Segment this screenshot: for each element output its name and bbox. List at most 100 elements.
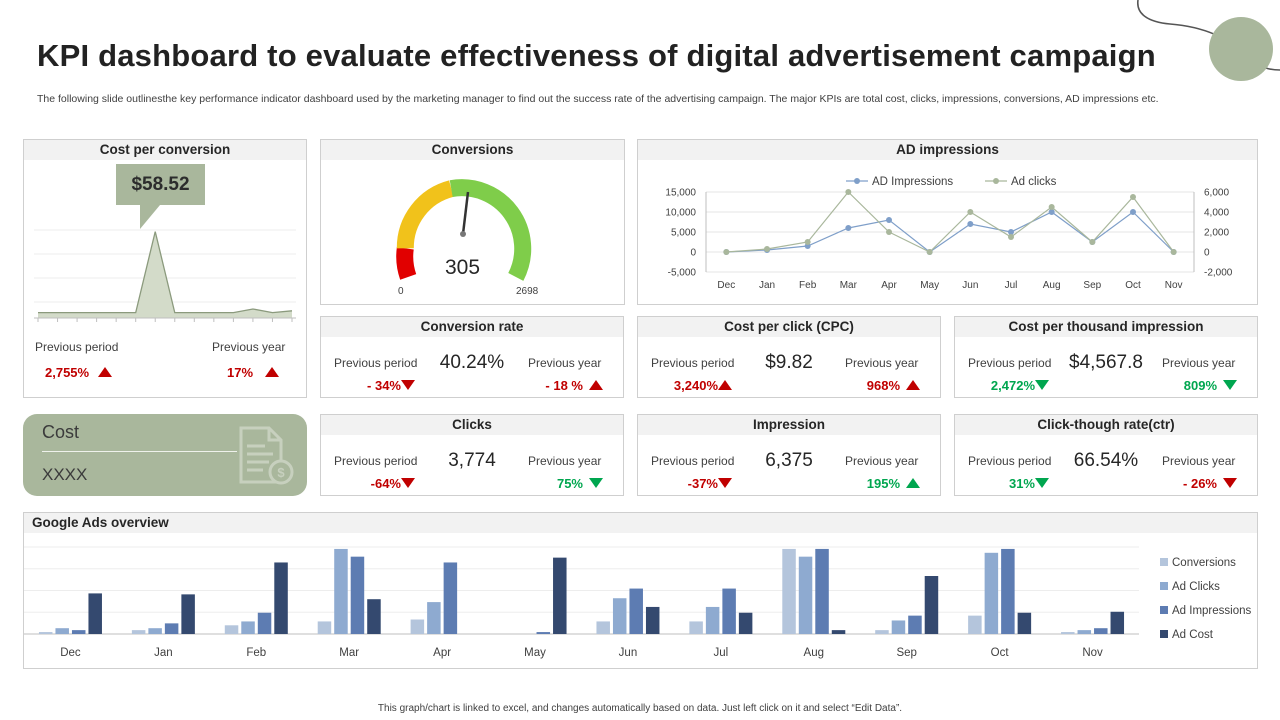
legend-label: Ad Cost: [1172, 629, 1214, 641]
y-right-tick-label: 2,000: [1204, 228, 1229, 239]
kpi-card[interactable]: Conversion rate Previous period 40.24% Prev…: [320, 316, 624, 398]
kpi-prev-period-label: Previous period: [651, 356, 735, 370]
x-tick-label: Feb: [799, 280, 817, 291]
line-point: [1170, 249, 1177, 255]
bar: [689, 621, 703, 634]
y-left-tick-label: 10,000: [665, 208, 696, 219]
bar: [875, 630, 889, 634]
legend-label: Ad clicks: [1011, 176, 1057, 188]
line-point: [1048, 209, 1055, 215]
kpi-prev-year-change: 75%: [556, 476, 583, 491]
legend-label: Ad Impressions: [1172, 605, 1252, 617]
x-tick-label: Nov: [1165, 280, 1183, 291]
gauge-min-label: 0: [398, 286, 404, 297]
google-ads-bar-chart: Dec Jan Feb Mar Apr May Jun Jul Aug Sep Oct Nov Conv…: [24, 546, 1252, 659]
x-tick-label: Oct: [991, 647, 1010, 659]
kpi-prev-year-change: 968%: [866, 378, 900, 393]
ad-impressions-panel[interactable]: AD impressions 15,000 10,000 5,000 0 -5,000 6…: [637, 139, 1258, 305]
kpi-prev-period-label: Previous period: [334, 454, 418, 468]
trend-up-icon: [906, 380, 920, 390]
legend-swatch: [1160, 606, 1168, 614]
x-tick-label: Jul: [1005, 280, 1018, 291]
bar: [38, 632, 53, 634]
bar: [596, 621, 610, 634]
svg-text:$: $: [277, 465, 285, 480]
bar: [629, 588, 643, 634]
kpi-card[interactable]: Clicks Previous period 3,774 Previous year -…: [320, 414, 624, 496]
line-point: [1130, 194, 1136, 200]
kpi-title: Conversion rate: [321, 317, 623, 337]
bar: [88, 593, 102, 634]
line-series-0: [726, 211, 1175, 253]
kpi-value: $4,567.8: [1069, 352, 1143, 373]
trend-up-icon: [906, 478, 920, 488]
gauge-red-segment: [396, 247, 417, 280]
cost-value: XXXX: [42, 465, 88, 484]
kpi-prev-year-label: Previous year: [1162, 356, 1236, 370]
bar: [350, 556, 365, 634]
cpc-prev-year-label: Previous year: [212, 340, 286, 354]
line-point: [845, 225, 852, 231]
line-point: [764, 246, 770, 252]
google-ads-overview-panel[interactable]: Google Ads overview Dec Jan Feb Mar Apr May Ju…: [23, 512, 1258, 669]
cost-card[interactable]: Cost XXXX $: [23, 414, 307, 496]
kpi-prev-period-change: -37%: [687, 476, 718, 491]
ad-impressions-line-chart: 15,000 10,000 5,000 0 -5,000 6,000 4,000 2,000 0…: [665, 176, 1232, 291]
cpc-prev-period-change: 2,755%: [45, 365, 90, 380]
bar: [1001, 548, 1015, 634]
bar: [317, 621, 332, 634]
bar: [782, 548, 796, 634]
x-tick-label: Jun: [619, 647, 638, 659]
kpi-prev-period-label: Previous period: [968, 356, 1052, 370]
kpi-prev-period-change: 3,240%: [673, 378, 718, 393]
line-point: [1048, 204, 1055, 210]
kpi-card[interactable]: Cost per click (CPC) Previous period $9.82…: [637, 316, 941, 398]
callout-pointer: [140, 205, 160, 229]
kpi-prev-year-change: - 26%: [1183, 476, 1217, 491]
x-tick-label: Feb: [246, 647, 266, 659]
kpi-value: 40.24%: [439, 352, 505, 373]
bar: [410, 619, 425, 634]
gauge-hub: [460, 231, 466, 237]
trend-down-icon: [1035, 478, 1049, 488]
line-point: [1089, 239, 1096, 245]
gauge-green-segment: [449, 179, 532, 281]
x-tick-label: Apr: [433, 647, 451, 659]
sparkline-line: [38, 231, 293, 314]
x-tick-label: May: [524, 647, 546, 659]
line-point: [926, 249, 933, 255]
kpi-title: Impression: [638, 415, 940, 435]
line-point: [1008, 234, 1014, 240]
y-left-tick-label: -5,000: [668, 268, 697, 279]
bar: [645, 606, 660, 634]
x-tick-label: Jul: [714, 647, 729, 659]
bar: [798, 556, 813, 634]
bar: [443, 562, 458, 634]
kpi-prev-period-label: Previous period: [968, 454, 1052, 468]
kpi-card[interactable]: Cost per thousand impression Previous per…: [954, 316, 1258, 398]
kpi-prev-year-change: 195%: [866, 476, 900, 491]
page-title: KPI dashboard to evaluate effectiveness …: [37, 38, 1156, 73]
x-tick-label: Jan: [759, 280, 775, 291]
bar: [71, 630, 86, 634]
conversions-panel[interactable]: Conversions 305 0 2698: [320, 139, 625, 305]
kpi-prev-year-label: Previous year: [845, 454, 919, 468]
kpi-prev-year-label: Previous year: [528, 356, 602, 370]
kpi-card[interactable]: Click-though rate(ctr) Previous period 66.…: [954, 414, 1258, 496]
kpi-prev-period-change: - 34%: [367, 378, 401, 393]
bar: [241, 621, 255, 634]
gauge-yellow-segment: [396, 180, 454, 249]
kpi-card[interactable]: Impression Previous period 6,375 Previous y…: [637, 414, 941, 496]
kpi-value: 6,375: [765, 450, 813, 471]
line-point: [804, 239, 811, 245]
kpi-value: 3,774: [448, 450, 496, 471]
x-tick-label: Jun: [962, 280, 978, 291]
bar: [831, 630, 846, 634]
kpi-value: $9.82: [765, 352, 813, 373]
line-point: [845, 189, 852, 195]
trend-down-icon: [1223, 380, 1237, 390]
google-ads-overview-title: Google Ads overview: [24, 513, 1257, 533]
trend-down-icon: [401, 380, 415, 390]
bar: [224, 625, 239, 634]
bar: [1094, 628, 1108, 634]
